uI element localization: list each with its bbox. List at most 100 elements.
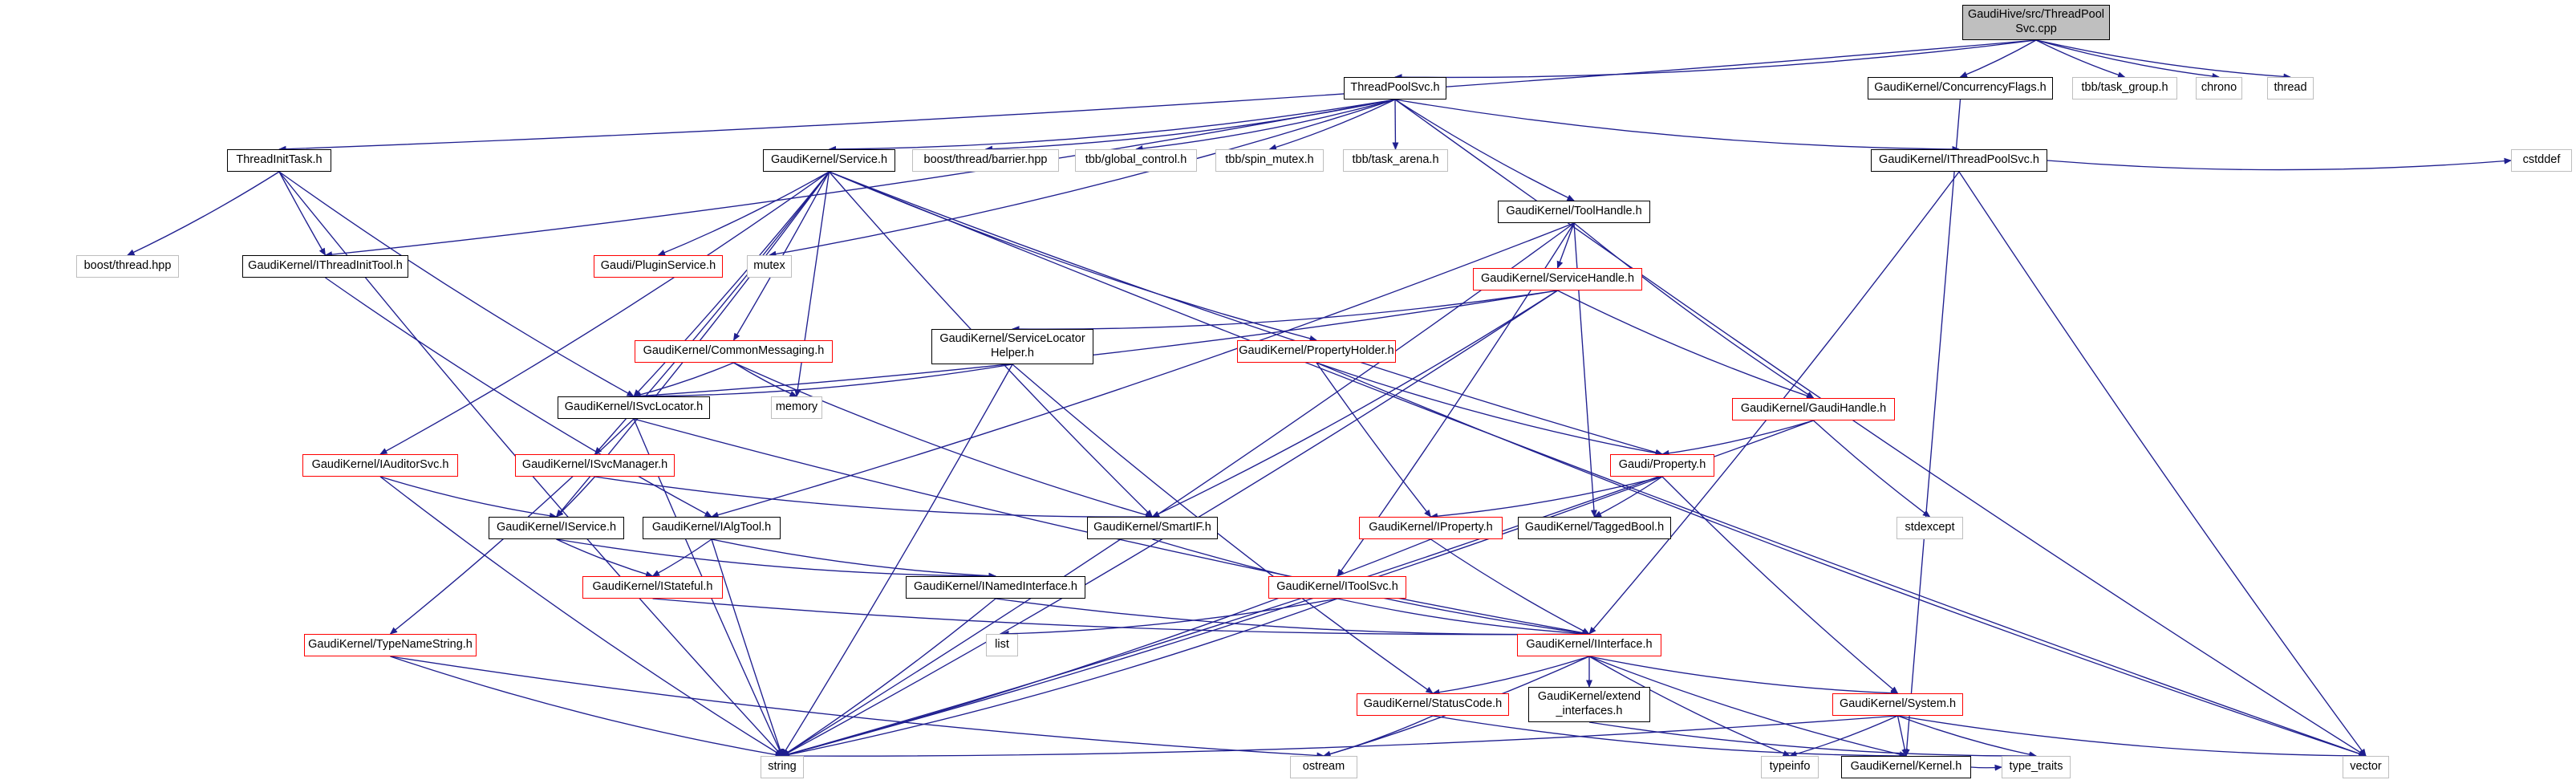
graph-edge-inamedinterface-to-string	[781, 598, 996, 757]
graph-node-spin_mutex: tbb/spin_mutex.h	[1215, 149, 1324, 172]
graph-node-smartif[interactable]: GaudiKernel/SmartIF.h	[1087, 517, 1218, 539]
graph-edge-threadinittask-to-isvclocator	[278, 171, 635, 397]
graph-node-commonmessaging[interactable]: GaudiKernel/CommonMessaging.h	[635, 340, 833, 363]
graph-node-extend_interfaces[interactable]: GaudiKernel/extend _interfaces.h	[1528, 687, 1650, 722]
graph-edge-service_h-to-iauditorsvc	[379, 171, 830, 455]
graph-node-ostream: ostream	[1290, 756, 1357, 778]
graph-node-typeinfo: typeinfo	[1761, 756, 1819, 778]
graph-edge-system-to-vector	[1897, 715, 2367, 759]
graph-edge-system-to-typeinfo	[1789, 715, 1898, 758]
graph-node-isvcmanager[interactable]: GaudiKernel/ISvcManager.h	[515, 454, 675, 477]
graph-edge-toolhandle-to-taggedbool	[1573, 222, 1597, 518]
graph-edge-cpp-to-chrono	[2035, 39, 2220, 79]
graph-node-servicehandle[interactable]: GaudiKernel/ServiceHandle.h	[1473, 268, 1642, 290]
graph-node-istateful[interactable]: GaudiKernel/IStateful.h	[582, 576, 723, 599]
graph-node-threadinittask[interactable]: ThreadInitTask.h	[227, 149, 331, 172]
graph-edge-threadinittask-to-boost_thread	[127, 171, 280, 256]
graph-edge-typenamestring-to-ostream	[390, 656, 1325, 759]
graph-node-iinterface[interactable]: GaudiKernel/IInterface.h	[1517, 634, 1661, 656]
graph-node-chrono: chrono	[2196, 77, 2242, 100]
graph-edge-ithreadpoolsvc-to-vector	[1958, 171, 2367, 757]
graph-node-toolhandle[interactable]: GaudiKernel/ToolHandle.h	[1498, 201, 1650, 223]
graph-edge-threadpoolsvc_h-to-spin_mutex	[1268, 99, 1396, 151]
graph-edge-service_h-to-pluginservice	[657, 171, 830, 256]
graph-node-kernel[interactable]: GaudiKernel/Kernel.h	[1841, 756, 1971, 778]
graph-node-itoolsvc[interactable]: GaudiKernel/IToolSvc.h	[1268, 576, 1406, 599]
graph-node-svclocatorhelper[interactable]: GaudiKernel/ServiceLocator Helper.h	[931, 329, 1093, 364]
graph-node-taggedbool[interactable]: GaudiKernel/TaggedBool.h	[1518, 517, 1671, 539]
graph-node-system[interactable]: GaudiKernel/System.h	[1832, 693, 1963, 716]
graph-edge-threadpoolsvc_h-to-service_h	[828, 99, 1396, 152]
graph-edge-gaudi_property-to-taggedbool	[1593, 476, 1663, 518]
graph-node-ialgtool[interactable]: GaudiKernel/IAlgTool.h	[643, 517, 781, 539]
graph-edge-cpp-to-thread	[2035, 39, 2291, 80]
graph-node-cstddef: cstddef	[2511, 149, 2572, 172]
graph-edge-propertyholder-to-iproperty	[1316, 362, 1432, 518]
graph-node-iauditorsvc[interactable]: GaudiKernel/IAuditorSvc.h	[302, 454, 458, 477]
graph-edge-iservice-to-inamedinterface	[556, 538, 996, 579]
graph-node-iproperty[interactable]: GaudiKernel/IProperty.h	[1359, 517, 1503, 539]
graph-edge-iproperty-to-iinterface	[1430, 538, 1590, 635]
graph-node-vector: vector	[2343, 756, 2389, 778]
graph-node-concurrencyflags[interactable]: GaudiKernel/ConcurrencyFlags.h	[1868, 77, 2053, 100]
graph-edge-svclocatorhelper-to-statuscode	[1012, 364, 1434, 694]
graph-edge-gaudi_property-to-iproperty	[1430, 476, 1663, 520]
graph-edge-service_h-to-memory	[794, 171, 830, 397]
graph-edge-gaudi_property-to-system	[1661, 476, 1899, 694]
graph-node-threadpoolsvc_h[interactable]: ThreadPoolSvc.h	[1344, 77, 1446, 100]
graph-edge-cpp-to-threadinittask	[278, 39, 2037, 152]
graph-node-task_arena: tbb/task_arena.h	[1343, 149, 1448, 172]
graph-edge-extend_interfaces-to-type_traits	[1588, 721, 2037, 760]
graph-edge-iinterface-to-typeinfo	[1588, 656, 1791, 757]
graph-edge-ialgtool-to-istateful	[651, 538, 712, 577]
graph-node-list: list	[986, 634, 1018, 656]
graph-edge-threadpoolsvc_h-to-task_arena	[1392, 99, 1399, 150]
graph-edge-iinterface-to-system	[1588, 656, 1899, 697]
graph-node-gaudihandle[interactable]: GaudiKernel/GaudiHandle.h	[1732, 398, 1895, 420]
graph-edge-threadinittask-to-ithreadinittool	[278, 171, 327, 256]
graph-edge-iinterface-to-statuscode	[1432, 656, 1590, 696]
graph-edge-isvcmanager-to-iservice	[555, 476, 596, 518]
graph-edge-itoolsvc-to-list	[1001, 598, 1338, 637]
graph-node-ithreadpoolsvc[interactable]: GaudiKernel/IThreadPoolSvc.h	[1871, 149, 2047, 172]
graph-edge-itoolsvc-to-string	[781, 598, 1338, 758]
graph-edge-ithreadpoolsvc-to-cstddef	[2047, 157, 2512, 171]
graph-edge-toolhandle-to-servicehandle	[1556, 222, 1575, 269]
graph-node-service_h[interactable]: GaudiKernel/Service.h	[763, 149, 895, 172]
graph-node-ithreadinittool[interactable]: GaudiKernel/IThreadInitTool.h	[242, 255, 408, 278]
graph-node-propertyholder[interactable]: GaudiKernel/PropertyHolder.h	[1237, 340, 1396, 363]
graph-edge-iauditorsvc-to-iservice	[379, 476, 558, 519]
graph-node-typenamestring[interactable]: GaudiKernel/TypeNameString.h	[304, 634, 477, 656]
graph-edge-servicehandle-to-svclocatorhelper	[1012, 290, 1558, 333]
graph-edge-service_h-to-propertyholder	[829, 171, 1317, 342]
graph-node-boost_thread: boost/thread.hpp	[76, 255, 179, 278]
graph-edge-gaudihandle-to-stdexcept	[1813, 420, 1931, 518]
graph-node-type_traits: type_traits	[2002, 756, 2071, 778]
graph-edge-cpp-to-task_group	[2035, 39, 2126, 79]
graph-node-pluginservice[interactable]: Gaudi/PluginService.h	[594, 255, 723, 278]
graph-edge-threadpoolsvc_h-to-ithreadinittool	[324, 99, 1396, 258]
graph-node-stdexcept: stdexcept	[1897, 517, 1963, 539]
graph-node-isvclocator[interactable]: GaudiKernel/ISvcLocator.h	[558, 396, 710, 419]
graph-node-statuscode[interactable]: GaudiKernel/StatusCode.h	[1357, 693, 1509, 716]
graph-edge-servicehandle-to-isvclocator	[633, 290, 1558, 400]
graph-edge-inamedinterface-to-iinterface	[995, 598, 1590, 638]
graph-edge-itoolsvc-to-iinterface	[1337, 598, 1590, 637]
graph-node-mutex: mutex	[747, 255, 792, 278]
graph-node-task_group: tbb/task_group.h	[2072, 77, 2177, 100]
graph-edge-iinterface-to-kernel	[1588, 656, 1907, 758]
graph-edge-statuscode-to-ostream	[1323, 715, 1434, 758]
graph-edge-threadpoolsvc_h-to-ithreadpoolsvc	[1394, 99, 1960, 152]
graph-edge-cpp-to-concurrencyflags	[1959, 39, 2037, 78]
graph-node-gaudi_property[interactable]: Gaudi/Property.h	[1610, 454, 1714, 477]
graph-edge-threadpoolsvc_h-to-toolhandle	[1394, 99, 1575, 201]
graph-edge-servicehandle-to-smartif	[1151, 290, 1558, 518]
graph-edge-threadpoolsvc_h-to-global_control	[1135, 99, 1396, 152]
graph-node-iservice[interactable]: GaudiKernel/IService.h	[489, 517, 624, 539]
graph-node-inamedinterface[interactable]: GaudiKernel/INamedInterface.h	[906, 576, 1085, 599]
graph-edge-service_h-to-vector	[829, 171, 2367, 757]
graph-node-barrier: boost/thread/barrier.hpp	[912, 149, 1059, 172]
graph-edge-propertyholder-to-vector	[1316, 362, 2367, 758]
